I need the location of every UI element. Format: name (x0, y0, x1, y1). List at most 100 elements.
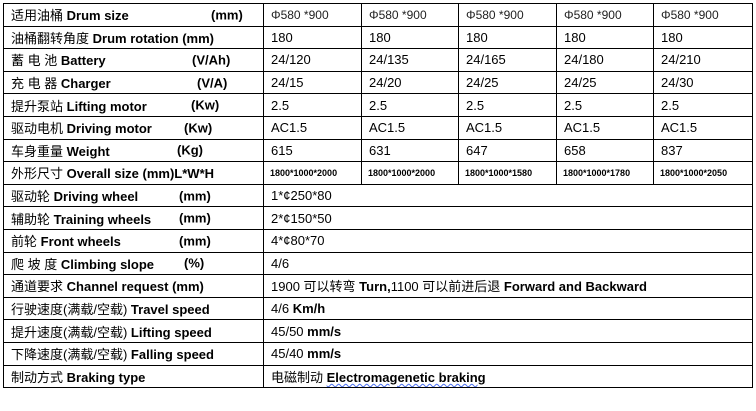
spec-value: 647 (458, 138, 557, 163)
spec-row: 充 电 器 Charger (V/A) 24/15 24/20 24/25 24/25 24… (3, 70, 753, 95)
value-cn: 4/6 (271, 301, 290, 317)
spec-row: 爬 坡 度 Climbing slope (%) 4/6 (3, 251, 753, 276)
spec-label: 适用油桶 Drum size (mm) (3, 3, 264, 27)
spec-value: 24/25 (556, 70, 654, 95)
spec-value: 1*¢250*80 (263, 183, 753, 208)
spec-label: 提升泵站 Lifting motor (Kw) (3, 93, 264, 117)
spec-value: 4/6 Km/h (263, 296, 753, 321)
spec-label: 提升速度(满载/空载) Lifting speed (3, 319, 264, 343)
spec-value: 45/40 mm/s (263, 341, 753, 366)
label-cn: 爬 坡 度 (11, 256, 58, 272)
spec-value: AC1.5 (361, 115, 459, 140)
label-cn: 通道要求 (11, 279, 64, 295)
value-en: Electromagenetic braking (326, 369, 486, 385)
label-en: Front wheels (40, 234, 121, 250)
spec-label: 充 电 器 Charger (V/A) (3, 70, 264, 95)
label-unit: (Kw) (184, 120, 213, 136)
label-unit: (mm) (179, 210, 211, 226)
label-unit: (Kg) (177, 142, 203, 158)
label-cn: 前轮 (11, 234, 38, 250)
spec-value: 4/6 (263, 251, 753, 276)
label-cn: 蓄 电 池 (11, 53, 58, 69)
label-unit: (V/Ah) (192, 52, 231, 68)
spec-table: 适用油桶 Drum size (mm) Φ580 *900 Φ580 *900 Φ580… (3, 3, 753, 389)
label-unit: (mm) (179, 188, 211, 204)
label-en: Weight (66, 143, 110, 159)
label-en: Driving wheel (53, 189, 139, 205)
label-cn: 驱动轮 (11, 189, 51, 205)
spec-value: 45/50 mm/s (263, 319, 753, 343)
label-en: Falling speed (130, 347, 214, 363)
spec-row: 车身重量 Weight (Kg) 615 631 647 658 837 (3, 138, 753, 163)
spec-value: 电磁制动 Electromagenetic braking (263, 364, 753, 389)
spec-value: 2*¢150*50 (263, 206, 753, 230)
spec-label: 前轮 Front wheels (mm) (3, 228, 264, 253)
spec-value: AC1.5 (653, 115, 753, 140)
value-cn: 45/50 (271, 323, 304, 339)
spec-label: 驱动电机 Driving motor (Kw) (3, 115, 264, 140)
spec-label: 制动方式 Braking type (3, 364, 264, 389)
label-cn: 油桶翻转角度 (11, 30, 90, 46)
label-cn: 适用油桶 (11, 8, 64, 24)
spec-value: 1800*1000*2000 (263, 161, 362, 185)
spec-label: 辅助轮 Training wheels (mm) (3, 206, 264, 230)
label-en: Channel request (mm) (66, 279, 204, 295)
spec-row: 辅助轮 Training wheels (mm) 2*¢150*50 (3, 206, 753, 230)
label-cn: 驱动电机 (11, 121, 64, 137)
spec-row: 提升速度(满载/空载) Lifting speed 45/50 mm/s (3, 319, 753, 343)
spec-value: 24/135 (361, 48, 459, 72)
label-cn: 制动方式 (11, 369, 64, 385)
spec-value: 1800*1000*1780 (556, 161, 654, 185)
label-en: Braking type (66, 369, 146, 385)
spec-row: 适用油桶 Drum size (mm) Φ580 *900 Φ580 *900 Φ580… (3, 3, 753, 27)
label-unit: (%) (184, 255, 205, 271)
value-cn: 电磁制动 (271, 369, 324, 385)
spec-value: 2.5 (653, 93, 753, 117)
spec-row: 制动方式 Braking type 电磁制动 Electromagenetic b… (3, 364, 753, 389)
spec-value: AC1.5 (263, 115, 362, 140)
spec-value: 24/180 (556, 48, 654, 72)
label-en: Lifting motor (66, 98, 147, 114)
value-en: Turn, (359, 279, 391, 295)
spec-label: 下降速度(满载/空载) Falling speed (3, 341, 264, 366)
spec-value: 180 (458, 25, 557, 50)
label-unit: (V/A) (197, 75, 228, 91)
spec-row: 提升泵站 Lifting motor (Kw) 2.5 2.5 2.5 2.5 2.5 (3, 93, 753, 117)
spec-row: 蓄 电 池 Battery (V/Ah) 24/120 24/135 24/165 24/… (3, 48, 753, 72)
label-cn: 提升泵站 (11, 98, 64, 114)
label-cn: 下降速度(满载/空载) (11, 347, 128, 363)
value-en: Km/h (292, 301, 326, 317)
spec-label: 外形尺寸 Overall size (mm)L*W*H (3, 161, 264, 185)
label-en: Drum rotation (mm) (92, 30, 214, 46)
spec-value: 837 (653, 138, 753, 163)
spec-value: 24/30 (653, 70, 753, 95)
spec-value: 4*¢80*70 (263, 228, 753, 253)
spec-value: 2.5 (263, 93, 362, 117)
value-cn: 1900 可以转弯 (271, 279, 356, 295)
label-en: Climbing slope (60, 256, 155, 272)
spec-value: 180 (556, 25, 654, 50)
spec-value: 24/20 (361, 70, 459, 95)
spec-value: AC1.5 (556, 115, 654, 140)
spec-row: 外形尺寸 Overall size (mm)L*W*H 1800*1000*200… (3, 161, 753, 185)
spec-row: 驱动电机 Driving motor (Kw) AC1.5 AC1.5 AC1.5 AC1… (3, 115, 753, 140)
spec-row: 行驶速度(满载/空载) Travel speed 4/6 Km/h (3, 296, 753, 321)
label-cn: 辅助轮 (11, 211, 51, 227)
spec-value: 1900 可以转弯 Turn,1100 可以前进后退 Forward and B… (263, 274, 753, 298)
spec-label: 行驶速度(满载/空载) Travel speed (3, 296, 264, 321)
label-en: Overall size (mm)L*W*H (66, 166, 215, 182)
spec-value: 180 (263, 25, 362, 50)
value-cn-2: 1100 可以前进后退 (390, 279, 501, 295)
spec-value: 658 (556, 138, 654, 163)
label-cn: 车身重量 (11, 143, 64, 159)
spec-value: 24/165 (458, 48, 557, 72)
spec-row: 前轮 Front wheels (mm) 4*¢80*70 (3, 228, 753, 253)
spec-value: 1800*1000*2000 (361, 161, 459, 185)
spec-value: Φ580 *900 (263, 3, 362, 27)
label-cn: 行驶速度(满载/空载) (11, 302, 128, 318)
spec-value: AC1.5 (458, 115, 557, 140)
value-cn: 45/40 (271, 346, 304, 362)
spec-value: 1800*1000*2050 (653, 161, 753, 185)
value-en-2: Forward and Backward (503, 279, 647, 295)
spec-value: 24/120 (263, 48, 362, 72)
